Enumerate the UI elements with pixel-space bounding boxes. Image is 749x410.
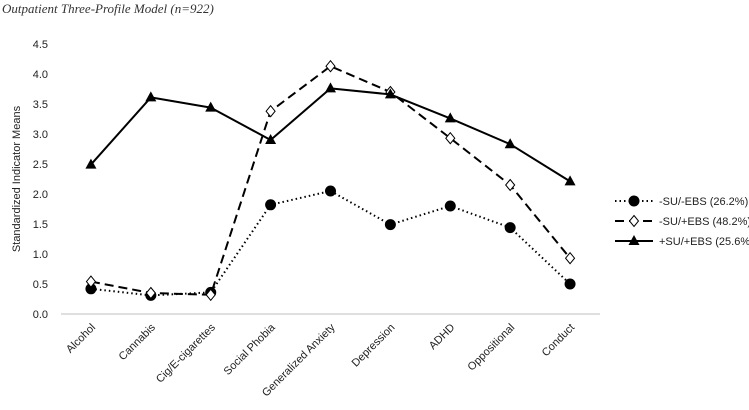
x-tick-label: Social Phobia	[222, 321, 279, 378]
y-tick-label: 3.5	[33, 99, 48, 111]
legend-item: +SU/+EBS (25.6%)	[615, 235, 749, 248]
y-axis-title: Standardized Indicator Means	[11, 105, 23, 252]
data-point	[325, 59, 336, 73]
data-point	[445, 131, 456, 145]
series-3	[85, 82, 576, 186]
data-point	[265, 104, 276, 118]
data-point	[384, 88, 396, 99]
x-tick-label: Alcohol	[64, 322, 98, 356]
legend-label: -SU/+EBS (48.2%)	[659, 216, 749, 228]
data-point	[265, 134, 277, 144]
data-point	[505, 178, 516, 192]
chart-title: Outpatient Three-Profile Model (n=922)	[2, 1, 214, 16]
data-point	[265, 199, 277, 211]
y-tick-label: 1.5	[33, 219, 48, 231]
x-tick-label: Depression	[350, 322, 398, 370]
legend: -SU/-EBS (26.2%) -SU/+EBS (48.2%) +SU/+EBS…	[615, 195, 749, 248]
legend-marker	[628, 195, 640, 207]
series-line	[90, 65, 571, 296]
y-axis-ticks: 0.0 0.5 1.0 1.5 2.0 2.5 3.0 3.5 4.0 4.5	[33, 39, 48, 321]
data-point	[564, 251, 576, 265]
data-point	[504, 222, 516, 234]
y-tick-label: 2.5	[33, 159, 48, 171]
data-point	[85, 275, 97, 288]
legend-item: -SU/+EBS (48.2%)	[615, 214, 749, 228]
legend-item: -SU/-EBS (26.2%)	[615, 195, 748, 208]
y-tick-label: 0.5	[33, 279, 48, 291]
data-point	[564, 278, 576, 290]
y-tick-label: 0.0	[33, 309, 48, 321]
y-tick-label: 2.0	[33, 189, 48, 201]
data-point	[205, 288, 216, 302]
x-tick-label: Conduct	[540, 322, 577, 359]
y-tick-label: 3.0	[33, 129, 48, 141]
x-tick-label: Cannabis	[117, 321, 159, 363]
x-tick-label: ADHD	[427, 322, 458, 353]
series-line	[90, 87, 571, 183]
data-point	[444, 112, 456, 123]
data-point	[444, 200, 456, 212]
legend-marker	[628, 235, 640, 245]
series-layer	[85, 59, 576, 302]
legend-label: -SU/-EBS (26.2%)	[659, 196, 748, 208]
data-point	[325, 82, 336, 93]
series-line	[90, 190, 571, 297]
legend-label: +SU/+EBS (25.6%)	[659, 236, 749, 248]
series-1	[85, 185, 576, 301]
data-point	[145, 91, 157, 102]
data-point	[85, 158, 97, 169]
axes: Standardized Indicator Means	[11, 105, 600, 315]
series-2	[85, 59, 576, 302]
data-point	[564, 175, 576, 186]
x-tick-label: Cig/E-cigarettes	[154, 321, 218, 385]
legend-marker	[628, 214, 640, 228]
y-tick-label: 4.0	[33, 69, 48, 81]
y-tick-label: 1.0	[33, 249, 48, 261]
data-point	[145, 286, 156, 300]
data-point	[85, 283, 97, 295]
data-point	[205, 101, 217, 112]
y-tick-label: 4.5	[33, 39, 48, 51]
data-point	[325, 185, 336, 197]
x-tick-label: Oppositional	[466, 322, 518, 374]
data-point	[504, 138, 516, 149]
data-point	[384, 219, 396, 231]
